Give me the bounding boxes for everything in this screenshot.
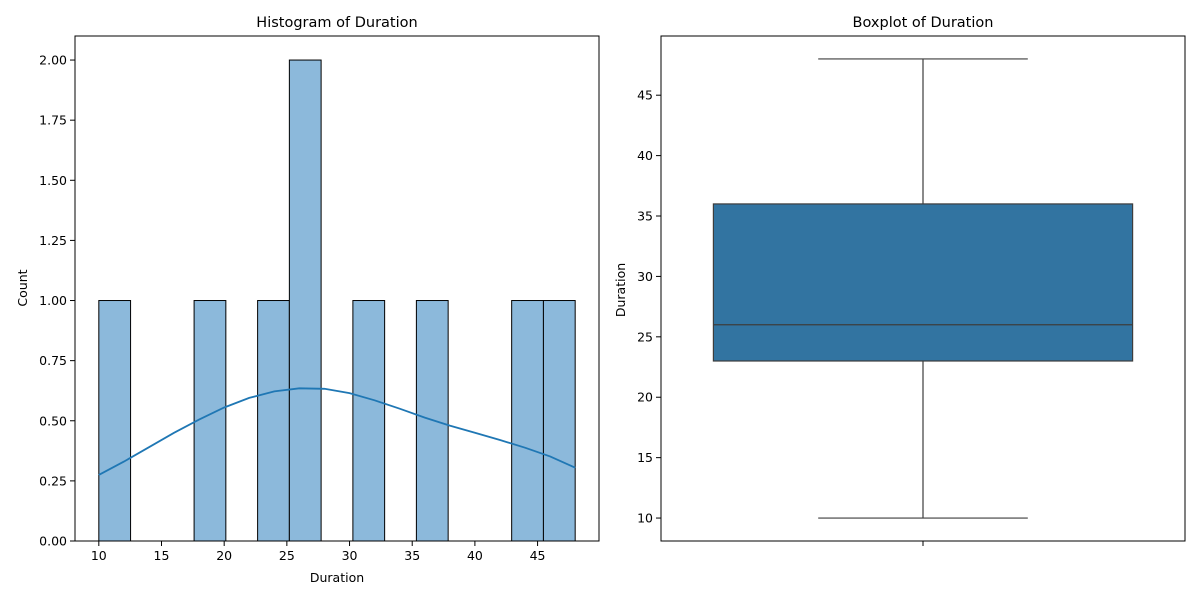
y-tick-label: 0.25 <box>39 473 67 488</box>
histogram-x-axis-label: Duration <box>310 570 364 585</box>
y-tick-label: 45 <box>637 88 653 103</box>
y-tick-label: 1.75 <box>39 113 67 128</box>
histogram-y-ticks: 0.00 0.25 0.50 0.75 1.00 1.25 1.50 1.75 2.00 <box>39 53 75 549</box>
histogram-bar <box>511 300 544 542</box>
histogram-bar <box>288 59 322 542</box>
x-tick-label: 20 <box>216 548 232 563</box>
y-tick-label: 1.50 <box>39 173 67 188</box>
x-tick-label: 45 <box>530 548 546 563</box>
y-tick-label: 10 <box>637 511 653 526</box>
y-tick-label: 15 <box>637 450 653 465</box>
x-tick-label: 25 <box>279 548 295 563</box>
histogram-bar <box>257 300 290 542</box>
interquartile-box <box>712 203 1134 362</box>
x-tick-label: 15 <box>154 548 170 563</box>
boxplot-panel: Boxplot of Duration 10 15 20 25 30 35 40 45 Dur… <box>613 15 1186 546</box>
x-tick-label: 35 <box>404 548 420 563</box>
y-tick-label: 0.50 <box>39 413 67 428</box>
y-tick-label: 30 <box>637 269 653 284</box>
boxplot-title: Boxplot of Duration <box>853 15 994 31</box>
y-tick-label: 40 <box>637 148 653 163</box>
y-tick-label: 1.25 <box>39 233 67 248</box>
histogram-bars <box>98 59 576 542</box>
histogram-bar <box>352 300 386 542</box>
boxplot-y-axis-label: Duration <box>613 263 628 317</box>
boxplot-y-ticks: 10 15 20 25 30 35 40 45 <box>637 88 661 526</box>
x-tick-label: 10 <box>91 548 107 563</box>
histogram-bar <box>98 300 132 542</box>
y-tick-label: 1.00 <box>39 293 67 308</box>
y-tick-label: 0.75 <box>39 353 67 368</box>
y-tick-label: 25 <box>637 329 653 344</box>
y-tick-label: 0.00 <box>39 534 67 549</box>
y-tick-label: 2.00 <box>39 53 67 68</box>
histogram-y-axis-label: Count <box>15 269 30 306</box>
histogram-bar <box>542 300 576 542</box>
histogram-panel: Histogram of Duration 10 15 20 25 30 35 40 45 0… <box>15 15 600 585</box>
x-tick-label: 30 <box>342 548 358 563</box>
histogram-bar <box>193 300 227 542</box>
boxplot-shapes <box>712 58 1134 519</box>
histogram-x-ticks: 10 15 20 25 30 35 40 45 <box>91 541 546 563</box>
y-tick-label: 35 <box>637 209 653 224</box>
histogram-title: Histogram of Duration <box>256 15 417 31</box>
kde-curve <box>98 387 576 476</box>
x-tick-label: 40 <box>467 548 483 563</box>
y-tick-label: 20 <box>637 390 653 405</box>
histogram-axes-frame <box>74 35 600 542</box>
